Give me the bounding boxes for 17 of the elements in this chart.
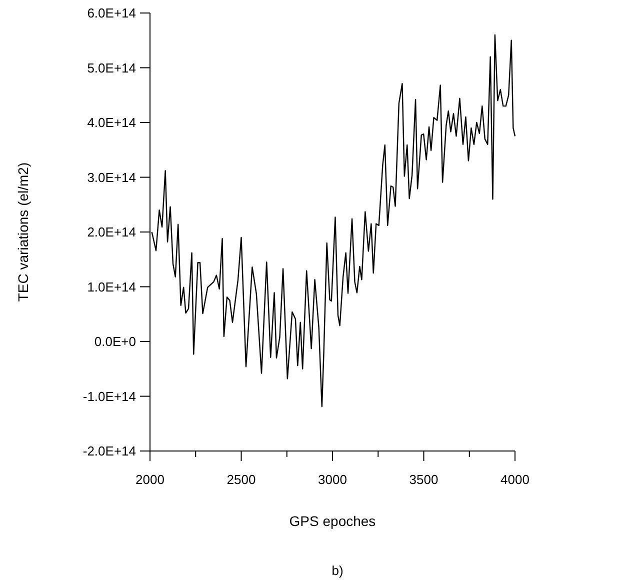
y-tick-label: 1.0E+14 (87, 279, 136, 294)
x-tick-label: 2000 (136, 472, 164, 487)
y-tick-label: 6.0E+14 (87, 6, 136, 21)
x-tick-label: 4000 (500, 472, 530, 487)
y-tick-label: 5.0E+14 (87, 60, 136, 76)
y-tick-label: 2.0E+14 (87, 224, 136, 240)
text: b) (332, 563, 344, 578)
x-tick-label: 3500 (409, 472, 438, 487)
y-tick-label: -2.0E+14 (82, 444, 136, 459)
x-axis-title: GPS epoches (289, 513, 376, 529)
x-tick-label: 2500 (226, 472, 256, 487)
y-tick-label: 4.0E+14 (87, 115, 136, 130)
y-axis-title: TEC variations (el/m2) (15, 162, 31, 302)
y-tick-label: 0.0E+0 (94, 334, 136, 350)
x-tick-label: 3000 (318, 472, 347, 487)
y-tick-label: -1.0E+14 (82, 388, 136, 404)
y-tick-label: 3.0E+14 (87, 170, 136, 185)
